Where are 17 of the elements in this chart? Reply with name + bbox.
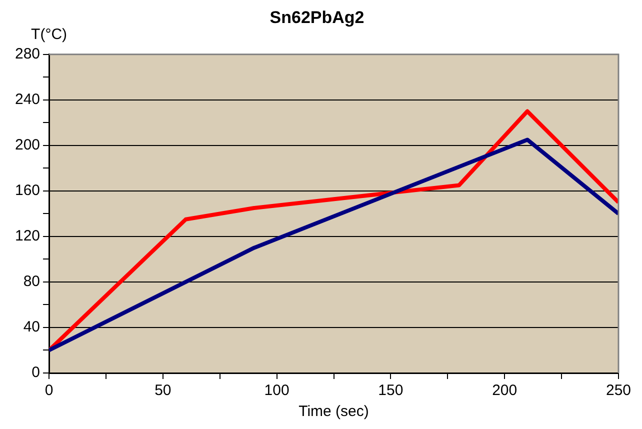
x-tick-label: 50 bbox=[154, 382, 172, 400]
y-tick-label: 120 bbox=[14, 228, 40, 245]
x-axis-title: Time (sec) bbox=[298, 403, 369, 420]
x-tick-label: 0 bbox=[44, 382, 54, 400]
chart-title: Sn62PbAg2 bbox=[270, 8, 364, 27]
y-tick-label: 280 bbox=[14, 46, 40, 63]
y-tick-label: 160 bbox=[14, 182, 40, 200]
y-tick-label: 240 bbox=[14, 91, 40, 108]
y-tick-label: 80 bbox=[23, 273, 40, 290]
x-tick-label: 250 bbox=[606, 382, 631, 400]
y-tick-label: 40 bbox=[23, 318, 40, 336]
y-tick-label: 200 bbox=[14, 136, 40, 154]
x-tick-label: 100 bbox=[264, 382, 290, 400]
y-tick-label: 0 bbox=[32, 364, 40, 382]
x-tick-label: 150 bbox=[378, 382, 404, 400]
y-axis-title: T(°C) bbox=[31, 26, 68, 44]
x-tick-label: 200 bbox=[492, 382, 518, 400]
